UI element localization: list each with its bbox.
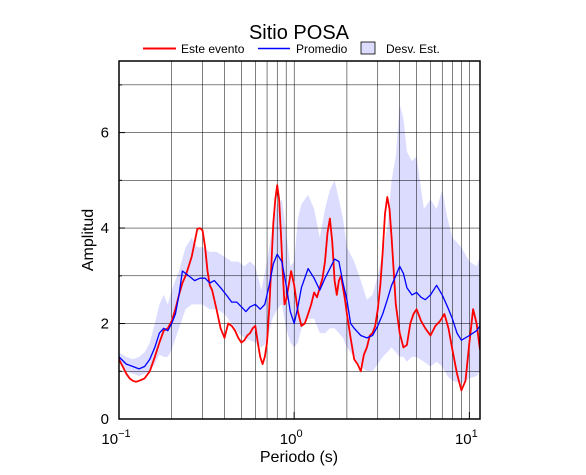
x-tick-label: 100	[280, 428, 303, 448]
y-tick-label: 4	[101, 220, 109, 237]
series-line	[119, 184, 480, 392]
legend-label-desv: Desv. Est.	[386, 42, 440, 56]
legend-label-promedio: Promedio	[296, 42, 348, 56]
tick-marks	[118, 84, 470, 420]
std-dev-band	[119, 104, 480, 384]
y-tick-label: 0	[101, 411, 109, 428]
x-tick-labels: 10−1 100 101	[101, 428, 477, 448]
legend-swatch-desv	[360, 41, 376, 55]
series-layer	[119, 184, 480, 392]
legend: Este evento Promedio Desv. Est.	[143, 41, 440, 56]
y-tick-label: 2	[101, 316, 109, 333]
y-axis-label: Amplitud	[80, 209, 97, 271]
series-line	[119, 253, 480, 370]
legend-label-este: Este evento	[181, 42, 245, 56]
x-tick-label: 101	[455, 428, 478, 448]
x-tick-label: 10−1	[101, 428, 130, 448]
x-axis-label: Periodo (s)	[260, 449, 338, 466]
plot-frame	[118, 60, 481, 420]
y-tick-labels: 0 2 4 6	[101, 125, 109, 428]
y-tick-label: 6	[101, 125, 109, 142]
std-dev-band-layer	[119, 104, 480, 384]
grid	[119, 61, 480, 419]
chart-title: Sitio POSA	[249, 22, 350, 44]
